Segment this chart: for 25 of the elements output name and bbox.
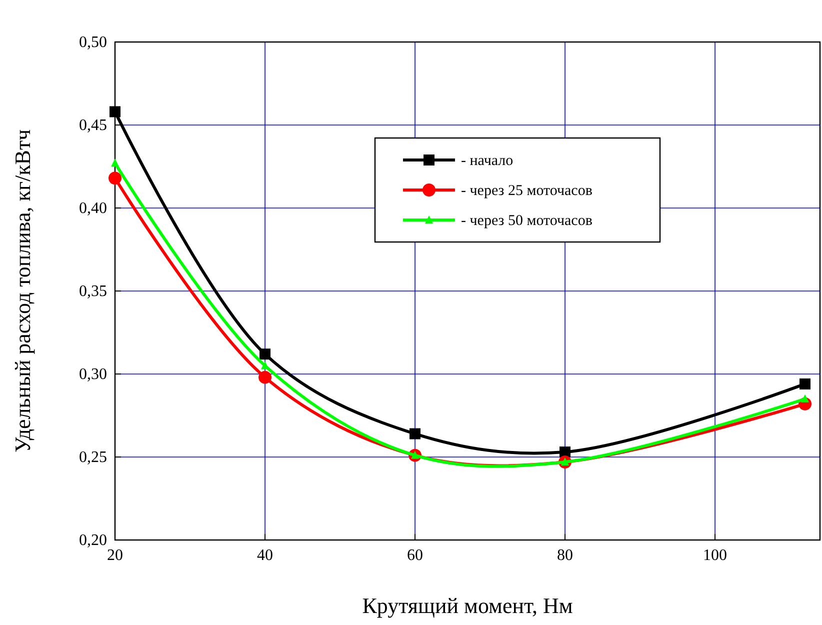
point xyxy=(111,158,119,167)
y-axis-title: Удельный расход топлива, кг/кВтч xyxy=(10,129,35,453)
x-tick-label: 40 xyxy=(257,547,273,564)
legend-label: - через 50 моточасов xyxy=(461,213,592,229)
y-tick-label: 0,20 xyxy=(79,532,107,549)
legend-label: - через 25 моточасов xyxy=(461,183,592,199)
point xyxy=(800,378,810,390)
point xyxy=(110,106,120,118)
y-tick-label: 0,40 xyxy=(79,200,107,217)
x-axis-title: Крутящий момент, Нм xyxy=(362,593,573,618)
point xyxy=(260,348,270,360)
point xyxy=(108,172,122,185)
y-tick-label: 0,30 xyxy=(79,366,107,383)
x-tick-label: 20 xyxy=(107,547,123,564)
y-tick-label: 0,35 xyxy=(79,283,107,300)
legend-label: - начало xyxy=(461,153,514,169)
x-tick-label: 60 xyxy=(407,547,423,564)
point xyxy=(410,428,420,440)
point xyxy=(258,370,272,384)
x-tick-label: 80 xyxy=(557,547,573,564)
y-tick-label: 0,25 xyxy=(79,449,107,466)
point xyxy=(801,394,809,402)
y-tick-label: 0,50 xyxy=(79,34,107,51)
y-tick-label: 0,45 xyxy=(79,117,107,134)
x-tick-label: 100 xyxy=(703,547,727,564)
